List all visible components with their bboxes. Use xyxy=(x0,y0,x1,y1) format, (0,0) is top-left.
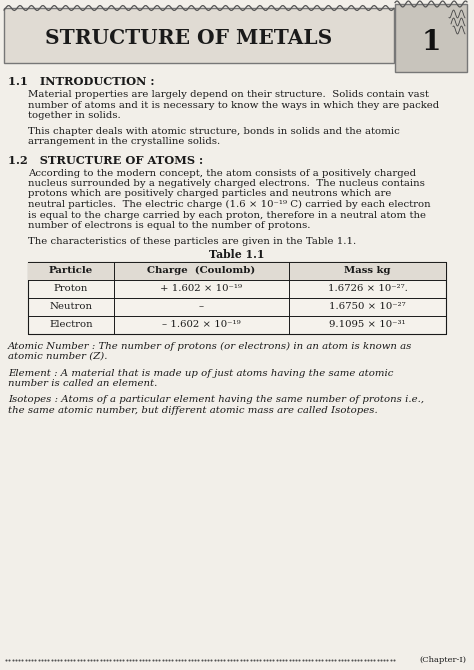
Text: protons which are positively charged particles and neutrons which are: protons which are positively charged par… xyxy=(28,190,392,198)
Text: 9.1095 × 10⁻³¹: 9.1095 × 10⁻³¹ xyxy=(329,320,406,329)
Text: nucleus surrounded by a negatively charged electrons.  The nucleus contains: nucleus surrounded by a negatively charg… xyxy=(28,179,425,188)
Text: Element : A material that is made up of just atoms having the same atomic: Element : A material that is made up of … xyxy=(8,369,393,377)
Text: Particle: Particle xyxy=(49,266,93,275)
Text: This chapter deals with atomic structure, bonds in solids and the atomic: This chapter deals with atomic structure… xyxy=(28,127,400,135)
Text: Atomic Number : The number of protons (or electrons) in an atom is known as: Atomic Number : The number of protons (o… xyxy=(8,342,412,350)
Text: together in solids.: together in solids. xyxy=(28,111,121,120)
Text: arrangement in the crystalline solids.: arrangement in the crystalline solids. xyxy=(28,137,220,146)
Text: 1.6750 × 10⁻²⁷: 1.6750 × 10⁻²⁷ xyxy=(329,302,406,311)
Text: Table 1.1: Table 1.1 xyxy=(209,249,265,261)
Text: 1.1   INTRODUCTION :: 1.1 INTRODUCTION : xyxy=(8,76,155,87)
Bar xyxy=(28,261,446,334)
Text: atomic number (Z).: atomic number (Z). xyxy=(8,352,108,361)
Text: Neutron: Neutron xyxy=(49,302,92,311)
Text: the same atomic number, but different atomic mass are called Isotopes.: the same atomic number, but different at… xyxy=(8,406,378,415)
Text: + 1.602 × 10⁻¹⁹: + 1.602 × 10⁻¹⁹ xyxy=(161,284,243,293)
Text: 1.2   STRUCTURE OF ATOMS :: 1.2 STRUCTURE OF ATOMS : xyxy=(8,155,203,165)
Text: STRUCTURE OF METALS: STRUCTURE OF METALS xyxy=(46,29,333,48)
Text: – 1.602 × 10⁻¹⁹: – 1.602 × 10⁻¹⁹ xyxy=(162,320,241,329)
Text: Isotopes : Atoms of a particular element having the same number of protons i.e.,: Isotopes : Atoms of a particular element… xyxy=(8,395,424,405)
Text: According to the modern concept, the atom consists of a positively charged: According to the modern concept, the ato… xyxy=(28,168,416,178)
Text: number of atoms and it is necessary to know the ways in which they are packed: number of atoms and it is necessary to k… xyxy=(28,100,439,109)
Text: (Chapter-I): (Chapter-I) xyxy=(419,656,466,664)
Bar xyxy=(4,8,394,63)
Text: The characteristics of these particles are given in the Table 1.1.: The characteristics of these particles a… xyxy=(28,237,356,245)
Text: 1.6726 × 10⁻²⁷.: 1.6726 × 10⁻²⁷. xyxy=(328,284,408,293)
Text: –: – xyxy=(199,302,204,311)
Text: is equal to the charge carried by each proton, therefore in a neutral atom the: is equal to the charge carried by each p… xyxy=(28,210,426,220)
Bar xyxy=(28,261,446,279)
Text: Mass kg: Mass kg xyxy=(345,266,391,275)
Text: Electron: Electron xyxy=(49,320,92,329)
Bar xyxy=(395,4,467,72)
Text: neutral particles.  The electric charge (1.6 × 10⁻¹⁹ C) carried by each electron: neutral particles. The electric charge (… xyxy=(28,200,430,209)
Text: number of electrons is equal to the number of protons.: number of electrons is equal to the numb… xyxy=(28,221,310,230)
Text: Proton: Proton xyxy=(54,284,88,293)
Text: 1: 1 xyxy=(421,29,441,56)
Text: number is called an element.: number is called an element. xyxy=(8,379,157,388)
Text: Material properties are largely depend on their structure.  Solids contain vast: Material properties are largely depend o… xyxy=(28,90,429,99)
Text: Charge  (Coulomb): Charge (Coulomb) xyxy=(147,266,255,275)
